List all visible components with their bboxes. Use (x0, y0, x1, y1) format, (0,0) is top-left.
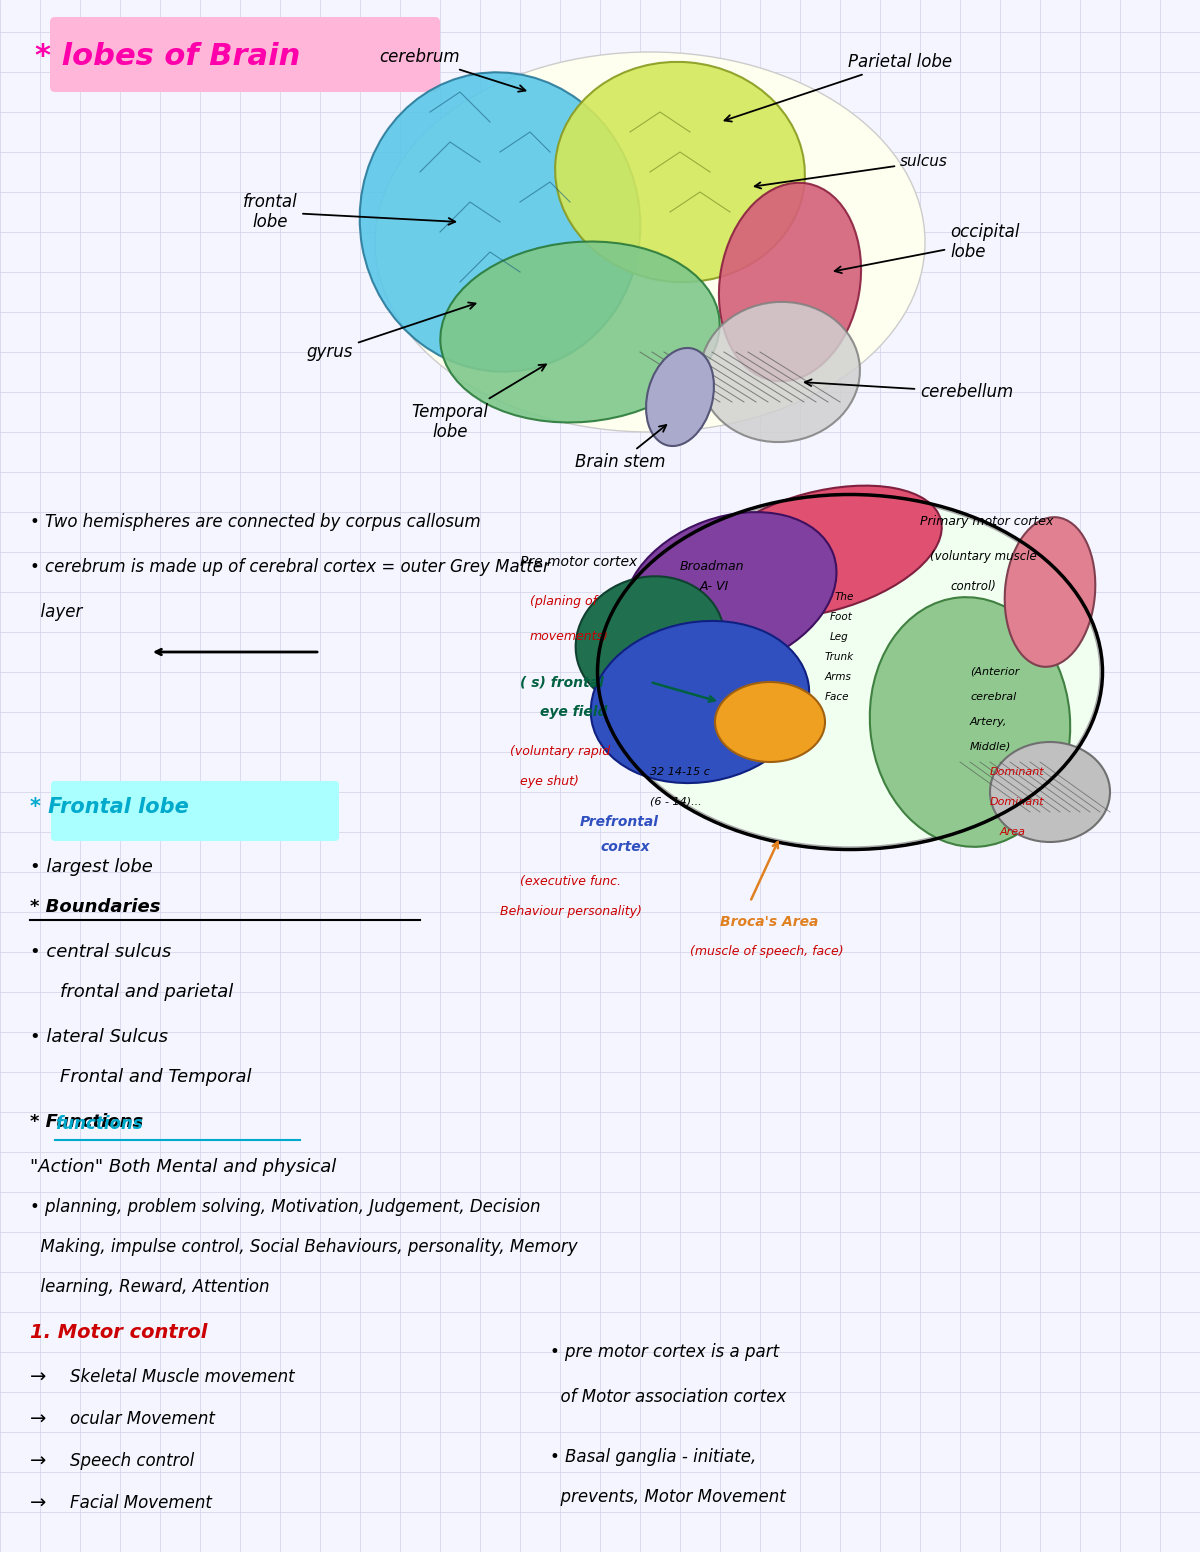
Text: Face: Face (826, 692, 850, 702)
Text: movements): movements) (530, 630, 608, 644)
Text: Middle): Middle) (970, 742, 1012, 753)
Text: of Motor association cortex: of Motor association cortex (550, 1387, 786, 1406)
Text: • central sulcus: • central sulcus (30, 944, 172, 961)
Text: • planning, problem solving, Motivation, Judgement, Decision: • planning, problem solving, Motivation,… (30, 1198, 540, 1217)
Text: Foot: Foot (830, 611, 853, 622)
Text: Dominant: Dominant (990, 798, 1045, 807)
Text: Prefrontal: Prefrontal (580, 815, 659, 829)
Text: * Functions: * Functions (30, 1113, 143, 1131)
Text: (planing of: (planing of (530, 596, 598, 608)
Text: (6 - 14)...: (6 - 14)... (650, 798, 702, 807)
Text: (voluntary rapid: (voluntary rapid (510, 745, 610, 759)
Ellipse shape (700, 303, 860, 442)
Ellipse shape (715, 681, 826, 762)
Ellipse shape (1004, 517, 1096, 667)
Text: sulcus: sulcus (755, 155, 948, 188)
Text: control): control) (950, 580, 996, 593)
Text: Dominant: Dominant (990, 767, 1045, 778)
Ellipse shape (698, 486, 942, 618)
Text: Frontal and Temporal: Frontal and Temporal (60, 1068, 252, 1086)
Text: cerebellum: cerebellum (805, 379, 1013, 400)
Text: Broca's Area: Broca's Area (720, 916, 818, 930)
Ellipse shape (870, 598, 1070, 847)
Text: Broadman: Broadman (680, 560, 744, 574)
Text: (muscle of speech, face): (muscle of speech, face) (690, 945, 844, 959)
Text: cerebrum: cerebrum (379, 48, 526, 92)
Text: Leg: Leg (830, 632, 848, 643)
Ellipse shape (990, 742, 1110, 843)
Text: Artery,: Artery, (970, 717, 1007, 726)
Text: * lobes of Brain: * lobes of Brain (35, 42, 300, 71)
Text: • cerebrum is made up of cerebral cortex = outer Grey Matter: • cerebrum is made up of cerebral cortex… (30, 559, 550, 576)
FancyBboxPatch shape (50, 17, 440, 92)
Text: Making, impulse control, Social Behaviours, personality, Memory: Making, impulse control, Social Behaviou… (30, 1238, 577, 1256)
Text: ocular Movement: ocular Movement (70, 1411, 215, 1428)
Text: Behaviour personality): Behaviour personality) (500, 905, 642, 919)
Text: Arms: Arms (826, 672, 852, 681)
Ellipse shape (719, 183, 862, 382)
Text: 32 14-15 c: 32 14-15 c (650, 767, 710, 778)
Text: Parietal lobe: Parietal lobe (725, 53, 952, 121)
Ellipse shape (374, 53, 925, 431)
FancyBboxPatch shape (50, 781, 338, 841)
Text: 1. Motor control: 1. Motor control (30, 1322, 208, 1341)
Ellipse shape (624, 512, 836, 672)
Text: A- VI: A- VI (700, 580, 730, 593)
Text: frontal
lobe: frontal lobe (242, 192, 455, 231)
Text: Facial Movement: Facial Movement (70, 1495, 212, 1512)
Ellipse shape (360, 73, 641, 372)
Text: gyrus: gyrus (307, 303, 475, 362)
Text: cerebral: cerebral (970, 692, 1016, 702)
Text: "Action" Both Mental and physical: "Action" Both Mental and physical (30, 1158, 336, 1176)
Text: (voluntary muscle: (voluntary muscle (930, 551, 1037, 563)
Text: →: → (30, 1493, 47, 1513)
Text: Primary motor cortex: Primary motor cortex (920, 515, 1054, 529)
Text: cortex: cortex (600, 840, 649, 854)
Text: • Two hemispheres are connected by corpus callosum: • Two hemispheres are connected by corpu… (30, 514, 481, 531)
Text: • Basal ganglia - initiate,: • Basal ganglia - initiate, (550, 1448, 756, 1467)
Text: frontal and parietal: frontal and parietal (60, 982, 233, 1001)
Text: →: → (30, 1367, 47, 1386)
Ellipse shape (576, 576, 725, 708)
Text: Speech control: Speech control (70, 1453, 194, 1470)
Text: eye field: eye field (540, 705, 607, 719)
Ellipse shape (590, 621, 809, 784)
Ellipse shape (440, 242, 720, 422)
Text: * Boundaries: * Boundaries (30, 899, 161, 916)
Text: • largest lobe: • largest lobe (30, 858, 152, 875)
Text: occipital
lobe: occipital lobe (835, 222, 1020, 273)
Text: (Anterior: (Anterior (970, 667, 1019, 677)
Text: Brain stem: Brain stem (575, 425, 666, 470)
Text: (executive func.: (executive func. (520, 875, 622, 888)
Text: functions: functions (55, 1114, 143, 1133)
Text: * Frontal lobe: * Frontal lobe (30, 798, 188, 816)
Text: prevents, Motor Movement: prevents, Motor Movement (550, 1488, 786, 1505)
Ellipse shape (646, 348, 714, 445)
Ellipse shape (600, 497, 1100, 847)
Text: →: → (30, 1451, 47, 1470)
Text: Area: Area (1000, 827, 1026, 837)
Text: ( s) frontal: ( s) frontal (520, 675, 604, 689)
Text: layer: layer (30, 604, 83, 621)
Text: • pre motor cortex is a part: • pre motor cortex is a part (550, 1342, 779, 1361)
Text: The: The (835, 591, 854, 602)
Text: Trunk: Trunk (826, 652, 854, 663)
Text: eye shut): eye shut) (520, 776, 578, 788)
Text: learning, Reward, Attention: learning, Reward, Attention (30, 1277, 270, 1296)
Text: Skeletal Muscle movement: Skeletal Muscle movement (70, 1367, 295, 1386)
Text: →: → (30, 1409, 47, 1428)
Text: Pre motor cortex: Pre motor cortex (520, 556, 637, 570)
Ellipse shape (556, 62, 805, 282)
Text: • lateral Sulcus: • lateral Sulcus (30, 1027, 168, 1046)
Text: Temporal
lobe: Temporal lobe (412, 365, 546, 441)
